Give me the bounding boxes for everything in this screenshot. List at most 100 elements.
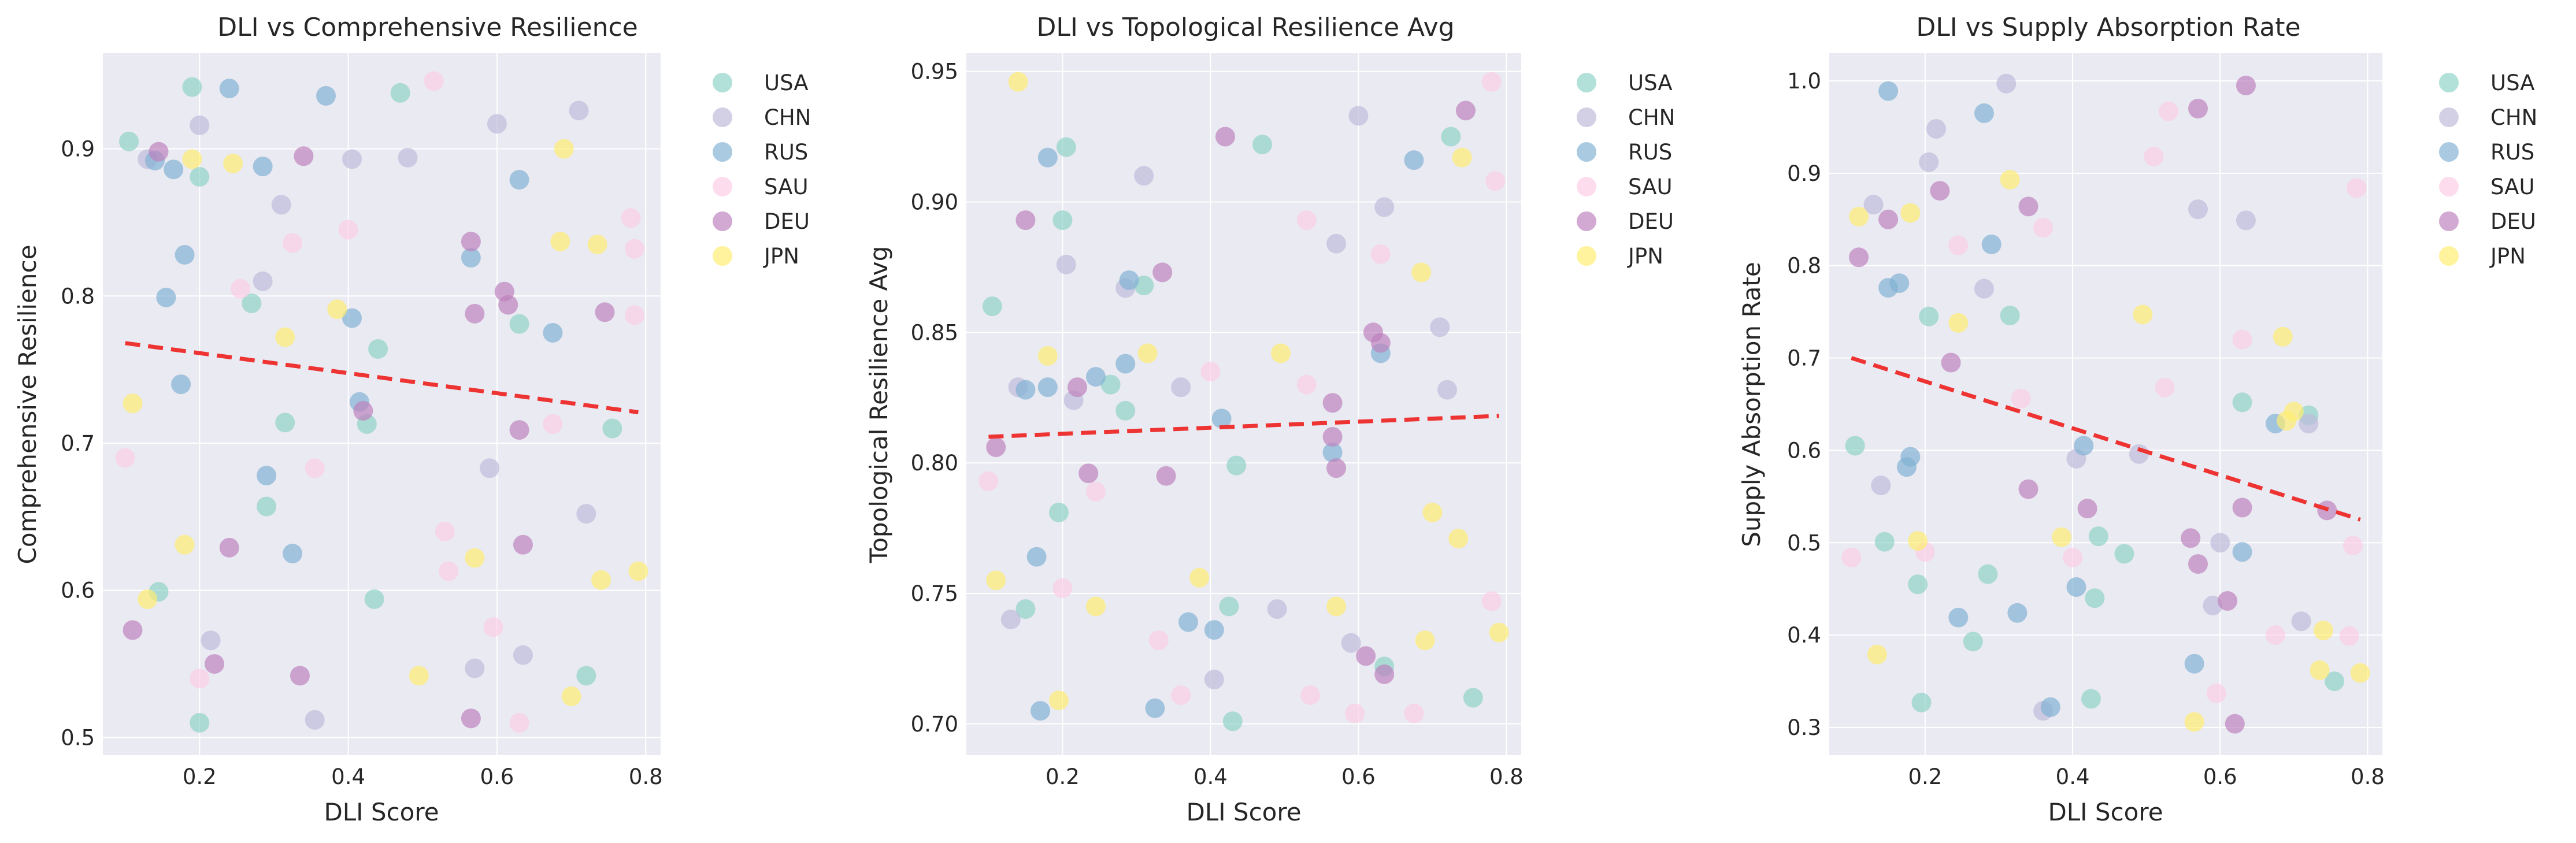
scatter-point-deu	[1015, 210, 1036, 231]
scatter-point-jpn	[1415, 630, 1435, 651]
panel-3-trendline	[1851, 356, 2361, 522]
scatter-point-deu	[1152, 262, 1173, 283]
scatter-point-rus	[1031, 701, 1050, 721]
panel-1-trendline	[125, 341, 639, 414]
scatter-point-deu	[2236, 75, 2256, 95]
scatter-point-usa	[1219, 596, 1239, 617]
legend-marker-jpn	[1577, 246, 1596, 266]
scatter-point-usa	[2088, 526, 2108, 547]
scatter-point-chn	[2188, 199, 2208, 220]
scatter-point-rus	[461, 248, 481, 268]
scatter-point-usa	[602, 418, 622, 439]
scatter-point-sau	[621, 208, 641, 228]
scatter-point-jpn	[1326, 596, 1346, 617]
x-tick-label: 0.8	[2351, 764, 2385, 789]
scatter-point-jpn	[1008, 72, 1028, 92]
y-tick-label: 0.6	[61, 578, 95, 603]
scatter-point-usa	[275, 413, 295, 433]
scatter-point-chn	[513, 645, 533, 665]
scatter-point-usa	[182, 77, 202, 97]
scatter-point-sau	[1086, 481, 1106, 502]
scatter-point-sau	[624, 305, 644, 325]
legend-marker-usa	[713, 73, 732, 92]
scatter-point-chn	[201, 630, 221, 651]
scatter-point-jpn	[2000, 170, 2020, 190]
legend-label-usa: USA	[1628, 70, 1673, 95]
y-tick-label: 0.7	[1787, 346, 1821, 371]
scatter-point-deu	[353, 400, 373, 421]
x-tick-label: 0.6	[480, 764, 514, 789]
scatter-point-chn	[271, 195, 291, 215]
scatter-point-usa	[1978, 564, 1998, 584]
scatter-point-sau	[2339, 626, 2359, 646]
scatter-point-jpn	[182, 149, 202, 169]
scatter-point-deu	[1374, 664, 1395, 684]
scatter-point-usa	[509, 314, 529, 334]
scatter-point-deu	[986, 437, 1006, 458]
legend-label-jpn: JPN	[2489, 244, 2526, 269]
scatter-point-jpn	[138, 589, 158, 609]
legend-marker-deu	[2439, 211, 2459, 231]
scatter-point-sau	[2155, 377, 2175, 398]
legend-marker-chn	[713, 107, 732, 127]
scatter-point-chn	[1341, 633, 1361, 653]
scatter-point-jpn	[2284, 402, 2304, 422]
y-tick-label: 0.7	[61, 431, 95, 456]
panel-3-legend: USA CHN RUS SAU DEU JPN	[2439, 70, 2537, 269]
scatter-point-jpn	[1049, 690, 1069, 711]
scatter-point-chn	[1000, 610, 1021, 630]
legend-marker-sau	[2439, 177, 2459, 196]
legend-marker-rus	[2439, 142, 2459, 162]
scatter-point-usa	[1874, 532, 1895, 552]
scatter-point-rus	[342, 308, 362, 328]
scatter-point-usa	[2000, 306, 2020, 326]
scatter-point-jpn	[2350, 663, 2370, 683]
scatter-point-usa	[2232, 392, 2252, 413]
scatter-point-chn	[487, 114, 507, 134]
scatter-point-chn	[1326, 233, 1346, 254]
scatter-point-chn	[190, 115, 210, 135]
scatter-point-jpn	[2133, 304, 2153, 325]
scatter-point-deu	[2077, 499, 2097, 519]
scatter-point-rus	[1948, 607, 1969, 627]
x-tick-label: 0.4	[2056, 764, 2090, 789]
scatter-point-chn	[569, 101, 589, 121]
scatter-point-chn	[2129, 444, 2149, 464]
scatter-point-usa	[190, 712, 210, 733]
scatter-point-sau	[1052, 578, 1073, 598]
scatter-point-usa	[1252, 135, 1272, 155]
panel-1-xlabel: DLI Score	[324, 798, 439, 826]
scatter-point-sau	[1370, 244, 1391, 264]
scatter-point-usa	[2081, 689, 2101, 709]
scatter-point-sau	[2158, 101, 2178, 121]
scatter-point-deu	[290, 666, 310, 686]
scatter-point-sau	[424, 71, 444, 91]
scatter-point-jpn	[175, 534, 195, 555]
panel-2-points	[978, 72, 1509, 731]
scatter-point-jpn	[409, 666, 429, 686]
scatter-point-rus	[164, 159, 184, 180]
y-tick-label: 0.6	[1787, 438, 1821, 463]
scatter-point-jpn	[1867, 644, 1887, 664]
scatter-point-rus	[156, 287, 176, 307]
legend-marker-jpn	[713, 246, 732, 266]
panel-1-points	[115, 71, 648, 733]
scatter-point-usa	[982, 296, 1002, 317]
scatter-point-sau	[190, 669, 210, 689]
scatter-point-usa	[1441, 127, 1461, 147]
scatter-point-deu	[2188, 98, 2208, 118]
y-tick-label: 0.90	[911, 190, 958, 214]
scatter-point-usa	[576, 666, 596, 686]
scatter-point-jpn	[1452, 147, 1472, 168]
legend-label-chn: CHN	[1628, 105, 1675, 130]
x-tick-label: 0.8	[629, 764, 663, 789]
scatter-point-jpn	[1037, 346, 1058, 366]
scatter-point-chn	[2210, 533, 2230, 553]
y-tick-label: 1.0	[1787, 69, 1821, 94]
scatter-point-sau	[338, 220, 358, 240]
scatter-point-jpn	[1271, 343, 1291, 363]
scatter-point-chn	[1871, 476, 1891, 496]
scatter-point-sau	[2347, 178, 2367, 198]
scatter-point-usa	[1222, 711, 1243, 731]
scatter-point-deu	[1370, 333, 1391, 353]
